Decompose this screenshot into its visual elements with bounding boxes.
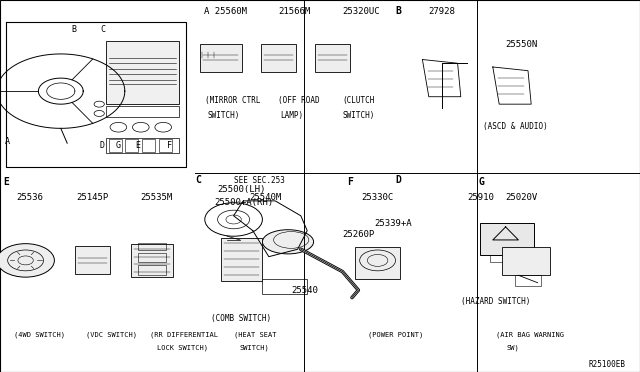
Text: B: B — [71, 25, 76, 34]
Text: (4WD SWITCH): (4WD SWITCH) — [14, 331, 65, 338]
Bar — [261, 44, 296, 72]
Bar — [490, 255, 522, 262]
Text: A: A — [5, 137, 10, 146]
Bar — [200, 44, 242, 72]
Text: 25910: 25910 — [467, 193, 494, 202]
Text: (ASCD & AUDIO): (ASCD & AUDIO) — [483, 122, 548, 131]
Text: 21566M: 21566M — [278, 7, 310, 16]
Bar — [131, 244, 173, 277]
Text: SEE SEC.253: SEE SEC.253 — [234, 176, 284, 185]
Bar — [106, 41, 179, 104]
Text: 25550N: 25550N — [506, 40, 538, 49]
Text: (MIRROR CTRL: (MIRROR CTRL — [205, 96, 260, 105]
Bar — [159, 139, 172, 152]
Text: (CLUTCH: (CLUTCH — [342, 96, 375, 105]
Bar — [355, 247, 400, 279]
Text: E: E — [135, 141, 140, 150]
Text: 25540: 25540 — [291, 286, 318, 295]
Text: A 25560M: A 25560M — [204, 7, 246, 16]
Text: (RR DIFFERENTIAL: (RR DIFFERENTIAL — [150, 331, 218, 338]
Bar — [106, 106, 179, 117]
Text: D: D — [100, 141, 105, 150]
Bar — [142, 139, 155, 152]
Text: SWITCH): SWITCH) — [342, 111, 375, 120]
Text: 25320UC: 25320UC — [342, 7, 380, 16]
Text: 25260P: 25260P — [342, 230, 374, 239]
Bar — [106, 138, 179, 153]
Text: 25535M: 25535M — [141, 193, 173, 202]
Text: D: D — [395, 176, 401, 185]
Bar — [502, 247, 550, 275]
Bar — [76, 247, 110, 275]
Text: (COMB SWITCH): (COMB SWITCH) — [211, 314, 271, 323]
Text: 25020V: 25020V — [506, 193, 538, 202]
Text: 25536: 25536 — [16, 193, 43, 202]
Text: LAMP): LAMP) — [280, 111, 303, 120]
Text: SW): SW) — [507, 344, 520, 351]
Text: F: F — [167, 141, 172, 150]
Bar — [480, 223, 534, 255]
Text: C: C — [100, 25, 105, 34]
Text: (VDC SWITCH): (VDC SWITCH) — [86, 331, 138, 338]
Text: E: E — [3, 177, 9, 187]
Text: (HEAT SEAT: (HEAT SEAT — [234, 331, 276, 338]
Text: B: B — [395, 6, 401, 16]
Bar — [109, 139, 122, 152]
Text: 25500(LH): 25500(LH) — [218, 185, 266, 194]
Bar — [138, 265, 166, 275]
Text: 27928: 27928 — [429, 7, 456, 16]
Text: (OFF ROAD: (OFF ROAD — [278, 96, 320, 105]
Text: 25540M: 25540M — [250, 193, 282, 202]
Text: (HAZARD SWITCH): (HAZARD SWITCH) — [461, 297, 530, 306]
Text: G: G — [116, 141, 121, 150]
Bar — [138, 243, 166, 250]
Text: 25500+A(RH): 25500+A(RH) — [214, 198, 273, 207]
Circle shape — [0, 244, 54, 277]
Text: (POWER POINT): (POWER POINT) — [368, 331, 423, 338]
Text: SWITCH): SWITCH) — [208, 111, 241, 120]
Text: SWITCH): SWITCH) — [240, 344, 269, 351]
Bar — [515, 275, 541, 286]
Text: 25339+A: 25339+A — [374, 219, 412, 228]
Text: (AIR BAG WARNING: (AIR BAG WARNING — [496, 331, 564, 338]
Text: C: C — [195, 176, 201, 185]
Text: 25330C: 25330C — [362, 193, 394, 202]
Bar — [262, 279, 307, 294]
Text: F: F — [348, 177, 353, 187]
Text: 25145P: 25145P — [77, 193, 109, 202]
Bar — [221, 238, 262, 281]
Text: R25100EB: R25100EB — [589, 360, 626, 369]
Ellipse shape — [262, 230, 314, 254]
Text: G: G — [479, 177, 484, 187]
Bar — [315, 44, 351, 72]
Bar — [125, 139, 138, 152]
Bar — [138, 253, 166, 262]
Text: LOCK SWITCH): LOCK SWITCH) — [157, 344, 208, 351]
